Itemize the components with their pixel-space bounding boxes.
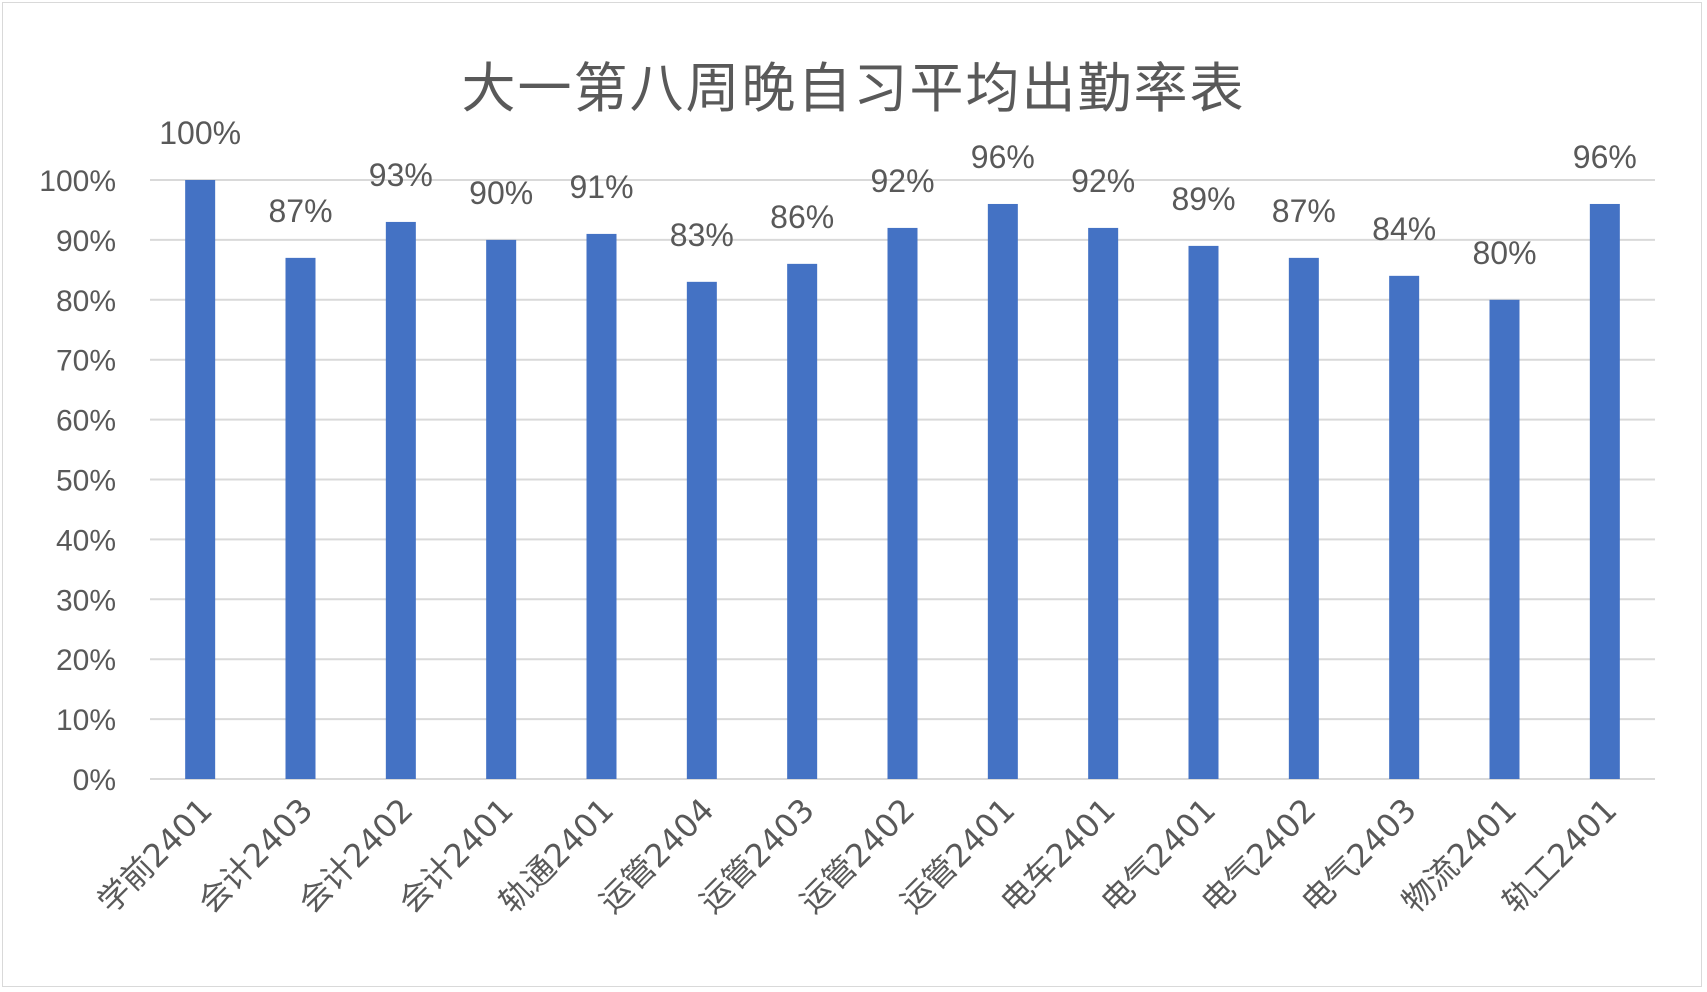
y-tick-label: 30%	[56, 584, 116, 617]
data-label: 100%	[159, 115, 241, 151]
bar	[686, 281, 717, 779]
bar	[1088, 227, 1119, 780]
bar	[987, 203, 1018, 779]
data-label: 92%	[870, 163, 934, 199]
y-tick-label: 0%	[73, 764, 116, 797]
y-tick-label: 70%	[56, 345, 116, 378]
data-label: 80%	[1472, 235, 1536, 271]
y-tick-label: 20%	[56, 644, 116, 677]
bar	[787, 263, 818, 779]
bar	[486, 239, 517, 779]
bar	[385, 221, 416, 779]
bar	[185, 180, 216, 779]
data-label: 90%	[469, 175, 533, 211]
data-label: 84%	[1372, 211, 1436, 247]
bar	[1389, 275, 1420, 779]
data-label: 92%	[1071, 163, 1135, 199]
data-label: 86%	[770, 199, 834, 235]
y-tick-label: 10%	[56, 704, 116, 737]
y-tick-label: 100%	[39, 165, 116, 198]
chart-title: 大一第八周晚自习平均出勤率表	[461, 57, 1246, 120]
data-label: 83%	[670, 217, 734, 253]
y-tick-label: 90%	[56, 225, 116, 258]
y-tick-label: 60%	[56, 405, 116, 438]
bar	[1589, 203, 1620, 779]
bar	[1188, 245, 1219, 779]
data-label: 96%	[971, 139, 1035, 175]
y-axis-tick-labels: 0% 10% 20% 30% 40% 50% 60% 70% 80% 90% 100%	[39, 165, 116, 797]
data-labels: 100% 87% 93% 90% 91% 83% 86% 92% 96% 92% 89% 87% 84%…	[159, 115, 1637, 271]
bar	[285, 257, 316, 779]
bar	[1489, 299, 1520, 779]
bar	[586, 233, 617, 779]
data-label: 87%	[268, 193, 332, 229]
bar	[1288, 257, 1319, 779]
x-axis-tick-labels: 学前2401会计2403会计2402会计2401轨通2401运管2404运管24…	[90, 791, 1624, 921]
data-label: 96%	[1573, 139, 1637, 175]
y-tick-label: 50%	[56, 465, 116, 498]
data-label: 87%	[1272, 193, 1336, 229]
bar-series	[185, 180, 1620, 780]
data-label: 91%	[569, 169, 633, 205]
data-label: 93%	[369, 157, 433, 193]
y-tick-label: 80%	[56, 285, 116, 318]
y-tick-label: 40%	[56, 524, 116, 557]
bar	[887, 227, 918, 780]
data-label: 89%	[1171, 181, 1235, 217]
